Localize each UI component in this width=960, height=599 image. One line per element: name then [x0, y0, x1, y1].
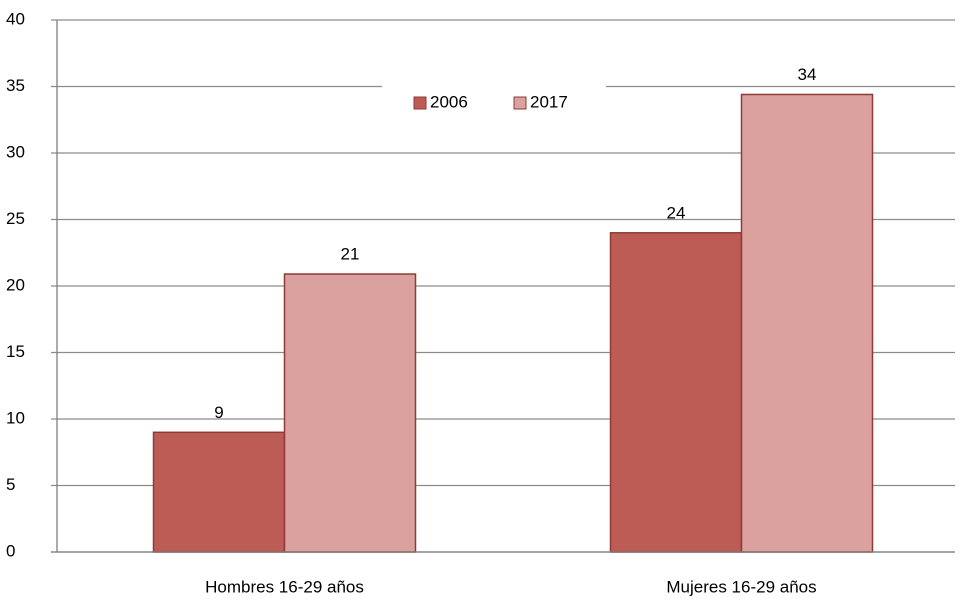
- data-label: 24: [667, 203, 686, 222]
- bar: [283, 273, 417, 553]
- data-label: 9: [214, 403, 223, 422]
- bar: [740, 93, 874, 553]
- y-tick-label: 35: [6, 76, 25, 95]
- y-tick-label: 20: [6, 275, 25, 294]
- y-tick-label: 40: [6, 9, 25, 28]
- bar: [609, 232, 743, 553]
- y-tick-label: 15: [6, 342, 25, 361]
- x-tick-label: Hombres 16-29 años: [205, 577, 364, 596]
- legend-label: 2017: [530, 92, 568, 111]
- legend-swatch: [413, 96, 427, 110]
- bar: [152, 431, 286, 553]
- x-tick-label: Mujeres 16-29 años: [666, 577, 816, 596]
- y-tick-label: 30: [6, 142, 25, 161]
- data-label: 21: [341, 245, 360, 264]
- y-tick-label: 5: [6, 475, 15, 494]
- data-label: 34: [798, 65, 817, 84]
- y-tick-label: 0: [6, 541, 15, 560]
- legend-swatch: [513, 96, 527, 110]
- y-tick-label: 10: [6, 408, 25, 427]
- legend-label: 2006: [430, 92, 468, 111]
- y-tick-label: 25: [6, 209, 25, 228]
